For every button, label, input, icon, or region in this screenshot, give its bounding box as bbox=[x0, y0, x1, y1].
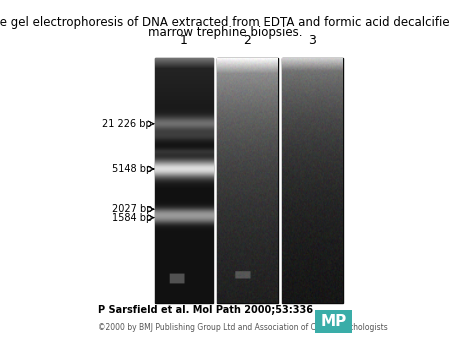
Text: 21 226 bp: 21 226 bp bbox=[103, 119, 152, 129]
FancyBboxPatch shape bbox=[315, 310, 352, 333]
Text: ©2000 by BMJ Publishing Group Ltd and Association of Clinical Pathologists: ©2000 by BMJ Publishing Group Ltd and As… bbox=[98, 322, 388, 332]
Text: 3: 3 bbox=[308, 34, 316, 47]
Text: 5148 bp: 5148 bp bbox=[112, 164, 152, 174]
Text: 2: 2 bbox=[243, 34, 252, 47]
Text: Agarose gel electrophoresis of DNA extracted from EDTA and formic acid decalcifi: Agarose gel electrophoresis of DNA extra… bbox=[0, 17, 450, 29]
Text: 1: 1 bbox=[180, 34, 188, 47]
Text: MP: MP bbox=[320, 314, 346, 329]
Text: 1584 bp: 1584 bp bbox=[112, 213, 152, 223]
Bar bbox=[217, 58, 278, 303]
Text: 2027 bp: 2027 bp bbox=[112, 204, 152, 214]
Text: marrow trephine biopsies.: marrow trephine biopsies. bbox=[148, 26, 302, 39]
Text: P Sarsfield et al. Mol Path 2000;53:336: P Sarsfield et al. Mol Path 2000;53:336 bbox=[98, 305, 313, 315]
Bar bbox=[282, 58, 343, 303]
Bar bbox=[155, 58, 213, 303]
